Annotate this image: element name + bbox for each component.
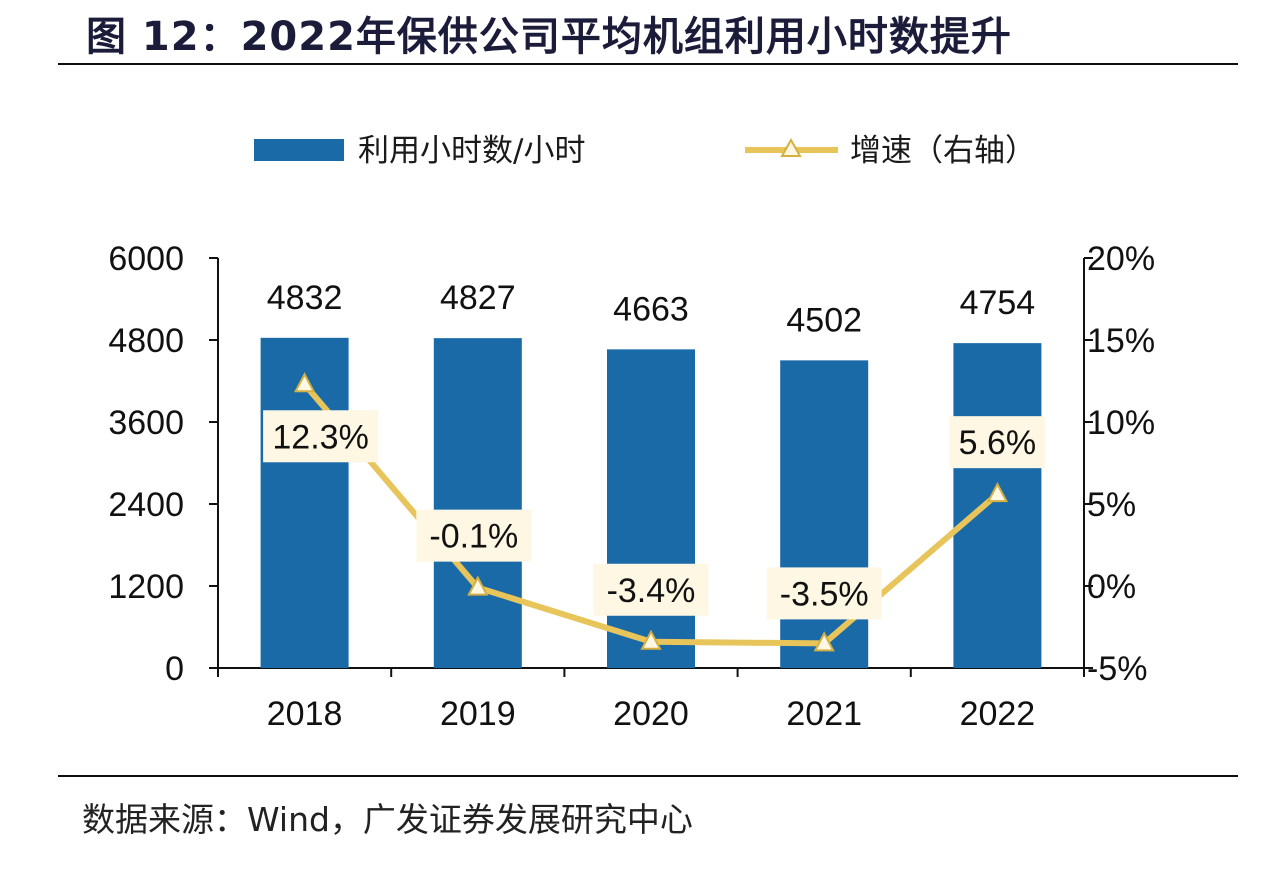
right-axis-tick-label: 10% xyxy=(1087,404,1155,442)
left-axis-tick-label: 1200 xyxy=(108,568,184,606)
axes: 0 1200 2400 3600 4800 6000 -5% 0% 5% 10% 15% 20% 201… xyxy=(108,240,1155,733)
source-note: 数据来源：Wind，广发证券发展研究中心 xyxy=(82,800,693,839)
left-axis-tick-label: 0 xyxy=(165,650,184,688)
left-axis-tick-label: 2400 xyxy=(108,486,184,524)
bar-data-label: 4754 xyxy=(960,284,1036,322)
line-marker xyxy=(813,631,835,652)
line-data-label: -0.1% xyxy=(429,518,518,556)
line-data-label-box xyxy=(416,509,532,562)
line-data-label: 12.3% xyxy=(272,418,368,456)
x-axis-tick-label: 2021 xyxy=(786,695,862,733)
legend: 利用小时数/小时 增速（右轴） xyxy=(254,133,1036,169)
bar xyxy=(607,349,695,668)
legend-bar-swatch xyxy=(254,139,344,161)
line-series: 12.3% -0.1% -3.4% -3.5% 5.6% xyxy=(263,372,1046,652)
line-data-label: -3.5% xyxy=(780,575,869,613)
left-axis-tick-label: 6000 xyxy=(108,240,184,278)
x-axis-tick-label: 2019 xyxy=(440,695,516,733)
bar-data-label: 4663 xyxy=(613,290,689,328)
line-data-label-box xyxy=(593,563,709,616)
line-data-label-box xyxy=(949,416,1046,469)
bar xyxy=(433,338,522,668)
bar-data-label: 4502 xyxy=(786,301,862,339)
line-marker xyxy=(640,629,662,650)
bar-data-label: 4827 xyxy=(440,279,516,317)
x-axis-tick-label: 2018 xyxy=(267,695,343,733)
bar xyxy=(780,360,869,668)
bar-data-label: 4832 xyxy=(267,279,343,317)
right-axis-tick-label: 0% xyxy=(1087,568,1136,606)
line-data-label: -3.4% xyxy=(607,572,696,610)
right-axis-tick-label: 5% xyxy=(1087,486,1136,524)
legend-bar-label: 利用小时数/小时 xyxy=(358,133,585,169)
right-axis-tick-label: 15% xyxy=(1087,322,1155,360)
title-rule xyxy=(58,63,1238,65)
bar xyxy=(260,337,349,668)
bar xyxy=(953,343,1042,668)
chart-title: 图 12：2022年保供公司平均机组利用小时数提升 xyxy=(86,14,1012,60)
legend-line-label: 增速（右轴） xyxy=(850,133,1036,169)
x-axis-tick-label: 2022 xyxy=(960,695,1036,733)
line-marker xyxy=(467,575,489,596)
left-axis-tick-label: 4800 xyxy=(108,322,184,360)
left-axis-tick-label: 3600 xyxy=(108,404,184,442)
line-data-label-box xyxy=(766,567,882,620)
legend-line-marker xyxy=(780,137,802,157)
right-axis-tick-label: 20% xyxy=(1087,240,1155,278)
line-data-label-box xyxy=(263,410,379,463)
x-axis-tick-label: 2020 xyxy=(613,695,689,733)
line-marker xyxy=(986,482,1009,503)
source-rule xyxy=(58,775,1238,777)
line-marker xyxy=(293,372,316,393)
right-axis-tick-label: -5% xyxy=(1087,650,1147,688)
line-data-label: 5.6% xyxy=(959,424,1037,462)
